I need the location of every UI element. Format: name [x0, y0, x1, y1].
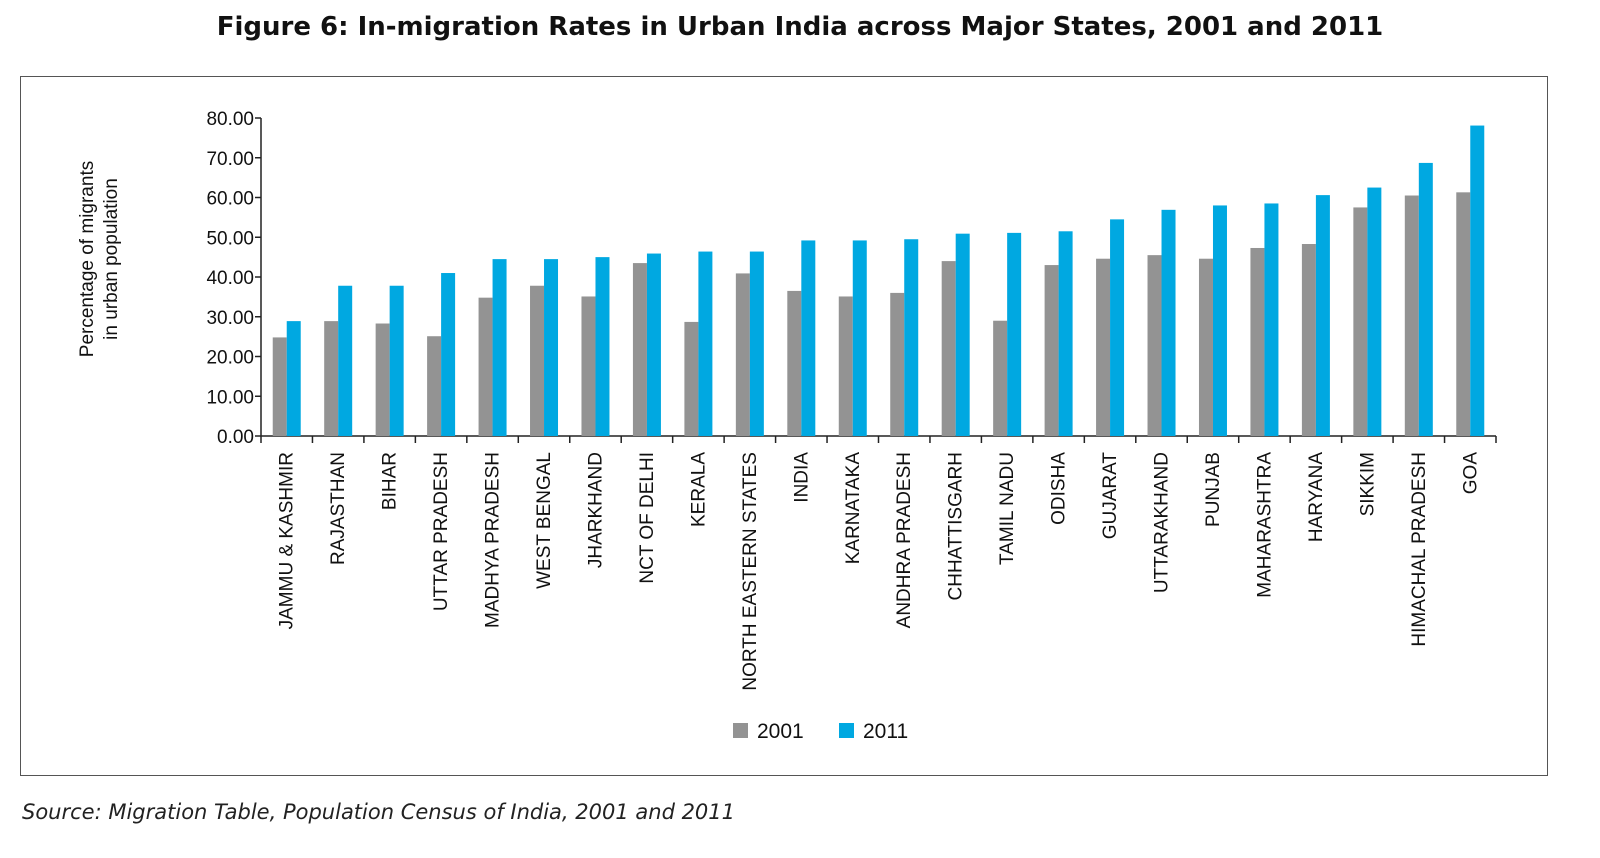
x-category-label: MAHARASHTRA	[1254, 452, 1275, 598]
bar-2011	[1161, 209, 1176, 436]
bar-2011	[698, 251, 713, 436]
x-category-label: ODISHA	[1049, 452, 1070, 525]
bar-2011	[955, 233, 970, 436]
y-tick-label: 50.00	[206, 228, 254, 249]
y-tick-label: 60.00	[206, 189, 254, 210]
bar-2011	[441, 273, 456, 436]
bar-2011	[749, 251, 764, 436]
bar-2011	[1058, 231, 1073, 436]
y-tick-label: 40.00	[206, 268, 254, 289]
bar-2001	[1044, 265, 1059, 436]
x-category-label: INDIA	[791, 452, 812, 503]
y-axis-title: in urban population	[101, 178, 122, 340]
y-axis-title: Percentage of migrants	[77, 161, 98, 357]
bar-2001	[478, 297, 493, 436]
bar-2011	[595, 257, 610, 436]
x-category-label: BIHAR	[380, 452, 401, 510]
bar-2001	[684, 321, 699, 436]
bar-2001	[272, 337, 287, 436]
bar-2001	[581, 296, 596, 436]
figure-title: Figure 6: In-migration Rates in Urban In…	[216, 12, 1384, 42]
x-category-label: TAMIL NADU	[997, 452, 1018, 565]
bar-2001	[1147, 255, 1162, 436]
bar-2011	[1367, 187, 1382, 436]
bar-2001	[427, 336, 442, 436]
x-category-label: JAMMU & KASHMIR	[277, 452, 298, 629]
x-category-label: UTTARAKHAND	[1152, 452, 1173, 593]
bar-2001	[1250, 247, 1265, 436]
y-tick-label: 30.00	[206, 308, 254, 329]
bar-2011	[389, 285, 404, 436]
legend-label: 2011	[863, 720, 908, 743]
bar-2001	[530, 285, 545, 436]
bar-2011	[1418, 162, 1433, 436]
x-category-label: PUNJAB	[1203, 452, 1224, 527]
x-category-label: RAJASTHAN	[328, 452, 349, 565]
bar-2001	[1301, 244, 1316, 436]
x-category-label: ANDHRA PRADESH	[894, 452, 915, 628]
y-tick-label: 20.00	[206, 348, 254, 369]
bar-2011	[904, 239, 919, 436]
bar-2001	[838, 296, 853, 436]
bar-2001	[1456, 192, 1471, 436]
bar-2011	[286, 321, 301, 436]
x-category-label: GOA	[1460, 452, 1481, 495]
y-tick-label: 10.00	[206, 387, 254, 408]
bar-2001	[1353, 207, 1368, 436]
bar-2011	[1470, 125, 1485, 437]
bar-2001	[632, 263, 647, 436]
x-category-label: KARNATAKA	[843, 452, 864, 565]
bar-2011	[852, 240, 867, 436]
legend-swatch-2011	[839, 723, 854, 738]
x-category-label: GUJARAT	[1100, 452, 1121, 540]
x-category-label: KERALA	[688, 452, 709, 527]
bar-2001	[787, 290, 802, 436]
source-note: Source: Migration Table, Population Cens…	[22, 800, 736, 824]
y-tick-label: 80.00	[206, 109, 254, 130]
x-category-label: WEST BENGAL	[534, 452, 555, 589]
bar-2001	[993, 320, 1008, 436]
bar-2001	[1096, 258, 1111, 436]
bar-2011	[492, 259, 507, 436]
chart-frame: 0.00 10.00 20.00 30.00 40.00 50.00 60.00 70.00 8…	[20, 76, 1548, 776]
x-category-label: SIKKIM	[1357, 452, 1378, 516]
y-tick-label: 0.00	[217, 427, 254, 448]
bar-chart: 0.00 10.00 20.00 30.00 40.00 50.00 60.00 70.00 8…	[77, 109, 1497, 743]
bar-2011	[1110, 219, 1125, 436]
bar-2011	[1315, 195, 1330, 436]
x-category-label: JHARKHAND	[585, 452, 606, 568]
bar-2001	[890, 292, 905, 436]
legend-label: 2001	[757, 720, 804, 743]
bar-2011	[1007, 232, 1022, 436]
bar-2011	[646, 253, 661, 436]
x-category-label: HIMACHAL PRADESH	[1409, 452, 1430, 647]
bar-2001	[1404, 195, 1419, 436]
bar-2001	[735, 273, 750, 436]
bar-2011	[801, 240, 816, 436]
x-category-label: CHHATTISGARH	[946, 452, 967, 600]
legend-swatch-2001	[733, 723, 748, 738]
bar-2011	[1212, 205, 1227, 436]
x-category-label: MADHYA PRADESH	[483, 452, 504, 628]
bar-2001	[375, 323, 390, 436]
bar-2001	[941, 261, 956, 436]
bar-2001	[324, 321, 339, 436]
bar-2011	[544, 259, 559, 436]
bar-2011	[1264, 203, 1279, 436]
x-category-label: HARYANA	[1306, 452, 1327, 542]
x-category-label: NORTH EASTERN STATES	[740, 452, 761, 691]
bar-2011	[338, 285, 353, 436]
x-category-label: UTTAR PRADESH	[431, 452, 452, 611]
x-category-label: NCT OF DELHI	[637, 452, 658, 584]
bar-2001	[1198, 258, 1213, 436]
y-tick-label: 70.00	[206, 149, 254, 170]
